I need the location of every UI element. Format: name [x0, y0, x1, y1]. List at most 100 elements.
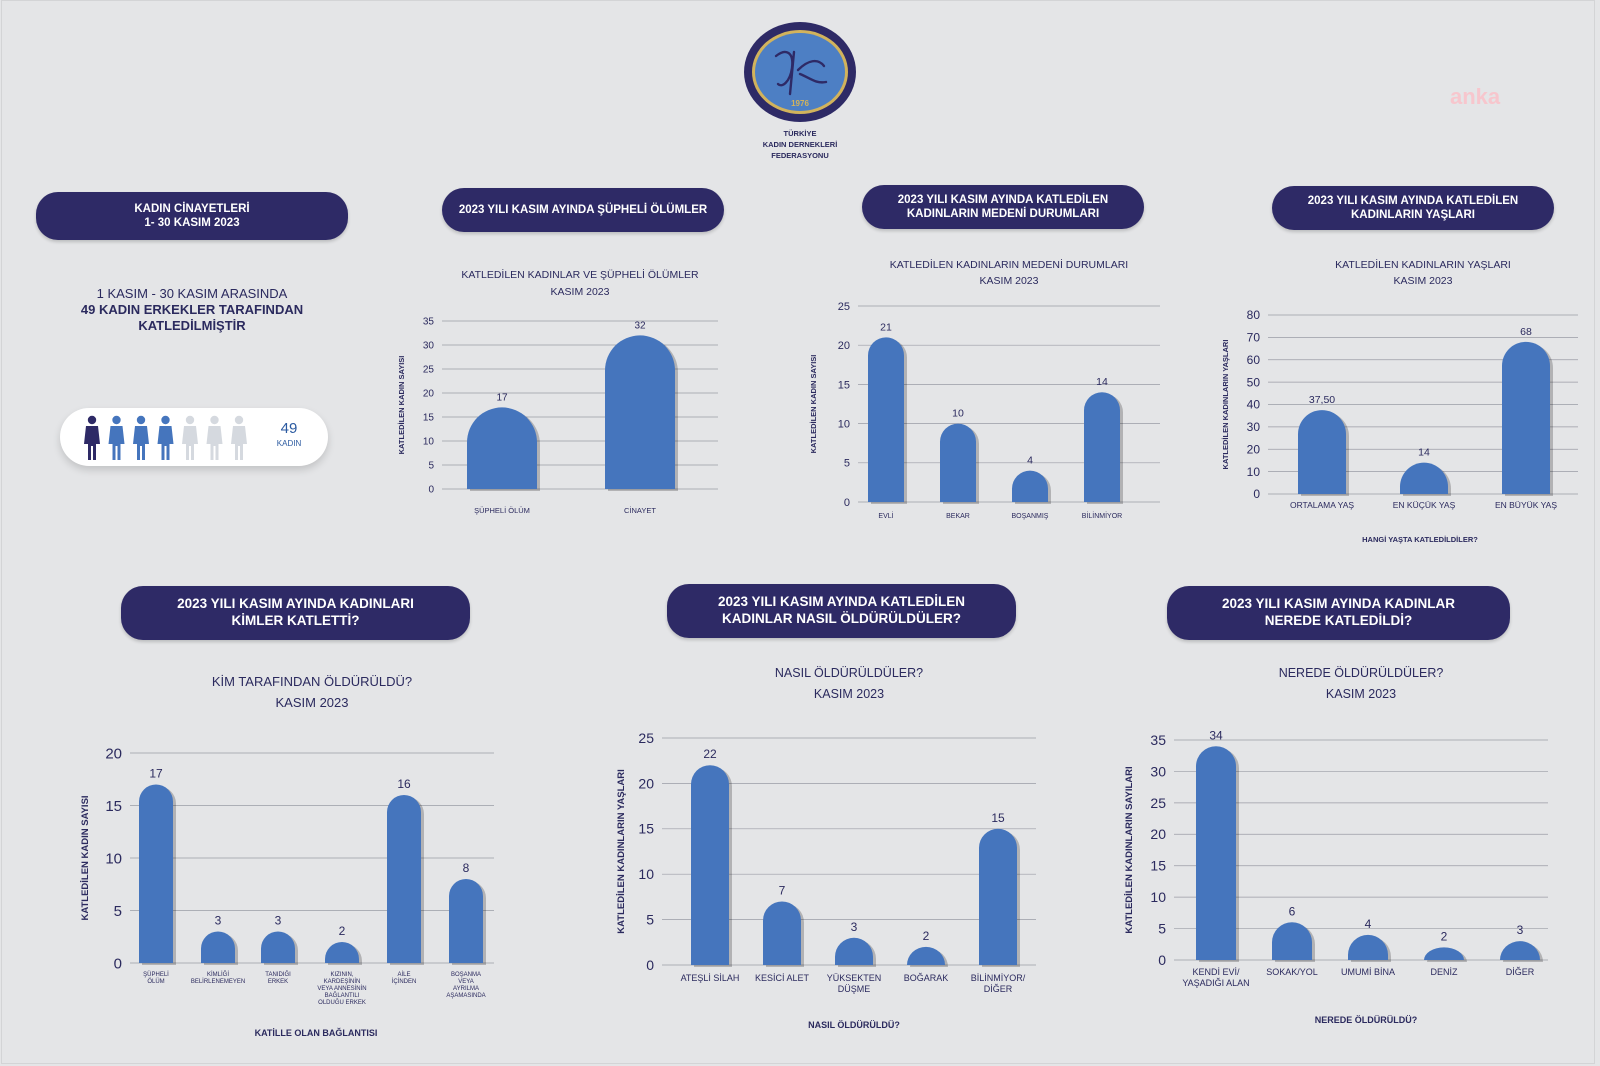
value-label: 2 [339, 924, 346, 938]
intro-line-1: 1 KASIM - 30 KASIM ARASINDA [96, 286, 288, 301]
victim-count-unit: KADIN [276, 439, 302, 448]
category-label: EN BÜYÜK YAŞ [1495, 500, 1557, 510]
bar [325, 942, 359, 963]
bar [1400, 462, 1448, 494]
y-tick-label: 20 [1247, 442, 1261, 456]
value-label: 21 [880, 321, 892, 333]
woman-icon [182, 415, 198, 460]
y-tick-label: 30 [1247, 420, 1261, 434]
category-label: ŞÜPHELİ ÖLÜM [474, 506, 530, 515]
y-tick-label: 0 [844, 497, 850, 509]
bar [467, 407, 537, 489]
y-tick-label: 5 [428, 461, 434, 472]
x-axis-label: NEREDE ÖLDÜRÜLDÜ? [1315, 1015, 1418, 1025]
value-label: 37,50 [1309, 394, 1335, 406]
category-label: KENDİ EVİ/YAŞADIĞI ALAN [1182, 967, 1249, 988]
category-label: DİĞER [1506, 967, 1535, 977]
bar [449, 879, 483, 963]
federation-logo: 1976 [744, 22, 856, 122]
y-tick-label: 40 [1247, 398, 1261, 412]
y-tick-label: 20 [638, 775, 654, 791]
y-tick-label: 0 [114, 955, 122, 972]
value-label: 16 [397, 777, 411, 791]
value-label: 32 [634, 320, 646, 331]
chart-title: KATLEDİLEN KADINLAR VE ŞÜPHELİ ÖLÜMLER KA… [461, 268, 699, 298]
value-label: 3 [1517, 923, 1524, 937]
bar [201, 931, 235, 963]
value-label: 15 [991, 811, 1005, 825]
y-axis-label: KATLEDİLEN KADIN SAYISI [809, 355, 818, 454]
y-axis-label: KATLEDİLEN KADINLARIN SAYILARI [1124, 766, 1135, 933]
bar [1298, 410, 1346, 494]
y-axis-label: KATLEDİLEN KADIN SAYISI [397, 356, 406, 455]
chart-title: KATLEDİLEN KADINLARIN MEDENİ DURUMLARI KA… [890, 258, 1128, 287]
value-label: 10 [952, 408, 964, 420]
value-label: 14 [1096, 376, 1108, 388]
bar [868, 337, 904, 502]
y-tick-label: 60 [1247, 353, 1261, 367]
woman-icon [206, 415, 223, 460]
y-tick-label: 10 [105, 850, 122, 867]
y-axis-label: KATLEDİLEN KADINLARIN YAŞLARI [1221, 340, 1230, 470]
bar [1424, 947, 1464, 960]
chart-where: NEREDE ÖLDÜRÜLDÜLER? KASIM 2023 0 5 10 15 20 25… [1120, 660, 1560, 1035]
y-tick-label: 0 [1158, 952, 1166, 968]
y-tick-label: 5 [1158, 920, 1166, 936]
y-tick-label: 15 [105, 798, 122, 815]
y-tick-label: 20 [105, 745, 122, 762]
y-tick-label: 0 [646, 957, 654, 973]
chart-suspicious: KATLEDİLEN KADINLAR VE ŞÜPHELİ ÖLÜMLER KA… [390, 262, 740, 532]
woman-icon [157, 415, 174, 460]
category-label: BEKAR [946, 513, 970, 520]
woman-icon [84, 415, 100, 460]
y-tick-label: 10 [1247, 465, 1261, 479]
y-tick-label: 25 [638, 730, 654, 746]
how-header-pill: 2023 YILI KASIM AYINDA KATLEDİLEN KADINL… [667, 584, 1016, 638]
category-label: EVLİ [878, 511, 893, 520]
value-label: 8 [463, 861, 470, 875]
value-label: 17 [149, 767, 163, 781]
value-label: 3 [275, 914, 282, 928]
value-label: 22 [703, 747, 717, 761]
category-label: DENİZ [1431, 967, 1459, 977]
y-axis-label: KATLEDİLEN KADINLARIN YAŞLARI [616, 769, 627, 934]
y-tick-label: 20 [423, 389, 435, 400]
y-tick-label: 80 [1247, 308, 1261, 322]
category-label: KİMLİĞİ BELİRLENEMEYEN [191, 971, 245, 985]
y-tick-label: 25 [423, 365, 435, 376]
bar [1196, 746, 1236, 960]
bar [387, 795, 421, 963]
value-label: 4 [1027, 455, 1033, 467]
category-label: BOŞANMA VEYA AYRILMA AŞAMASINDA [446, 972, 485, 999]
category-label: ORTALAMA YAŞ [1290, 500, 1354, 510]
bar [1500, 941, 1540, 960]
y-tick-label: 5 [844, 458, 850, 470]
category-label: ŞÜPHELİ ÖLÜM [143, 971, 169, 985]
bar [1084, 392, 1120, 502]
y-tick-label: 70 [1247, 331, 1261, 345]
bar [940, 423, 976, 502]
where-header-pill: 2023 YILI KASIM AYINDA KADINLAR NEREDE K… [1167, 586, 1510, 640]
category-label: EN KÜÇÜK YAŞ [1393, 500, 1456, 510]
woman-icon [133, 415, 149, 460]
woman-icon [231, 415, 247, 460]
bar [763, 901, 801, 965]
y-tick-label: 50 [1247, 375, 1261, 389]
value-label: 3 [215, 914, 222, 928]
intro-text: 1 KASIM - 30 KASIM ARASINDA 49 KADIN ERK… [36, 286, 348, 334]
chart-title: NASIL ÖLDÜRÜLDÜLER? KASIM 2023 [775, 666, 923, 701]
chart-title: KATLEDİLEN KADINLARIN YAŞLARI KASIM 2023 [1335, 258, 1511, 287]
logo-year: 1976 [791, 99, 809, 108]
category-label: SOKAK/YOL [1266, 967, 1318, 977]
people-icon-row [84, 415, 247, 460]
category-label: BOĞARAK [904, 973, 949, 983]
woman-icon [108, 415, 125, 460]
value-label: 14 [1418, 447, 1430, 459]
suspicious-header-pill: 2023 YILI KASIM AYINDA ŞÜPHELİ ÖLÜMLER [442, 188, 724, 232]
bar [1272, 922, 1312, 960]
category-label: BOŞANMIŞ [1012, 513, 1049, 520]
y-tick-label: 15 [838, 379, 850, 391]
y-tick-label: 5 [646, 912, 654, 928]
bar [979, 828, 1017, 965]
marital-header-pill: 2023 YILI KASIM AYINDA KATLEDİLEN KADINL… [862, 185, 1144, 229]
